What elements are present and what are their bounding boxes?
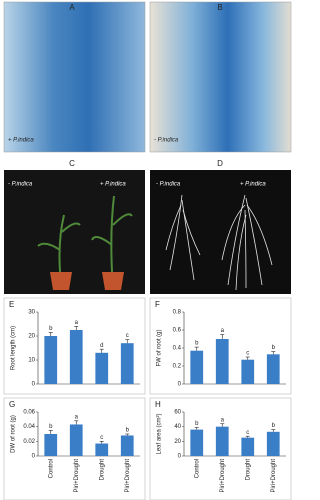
significance-letter: a [75, 320, 79, 326]
significance-letter: b [49, 424, 53, 430]
bar [190, 429, 204, 456]
photo-label: + P.indica [240, 182, 266, 188]
y-axis-label: DW of root (g) [11, 415, 17, 453]
significance-letter: b [49, 326, 53, 332]
micrograph [149, 1, 292, 153]
panel-letter: D [217, 159, 223, 168]
panel-letter: E [9, 300, 14, 309]
y-axis-label: FW of root (g) [157, 329, 163, 366]
y-axis-label: Leaf area (cm²) [157, 413, 163, 454]
plant-photo [4, 170, 145, 294]
significance-letter: b [195, 421, 199, 427]
bar [44, 434, 58, 456]
bar [215, 339, 229, 384]
chart-frame [149, 297, 292, 395]
y-tick-label: 0 [32, 454, 36, 460]
x-tick-label: Control [48, 459, 54, 478]
plants [37, 195, 133, 273]
panel-letter: G [9, 400, 15, 409]
x-tick-label: Piri+Drought [271, 459, 277, 493]
y-axis-label: Root length (cm) [11, 326, 17, 370]
root-photo [150, 170, 291, 294]
photo-label: - P.indica [8, 182, 33, 188]
y-tick-label: 0 [32, 382, 36, 388]
bar [215, 426, 229, 456]
bar [241, 437, 255, 456]
significance-letter: c [246, 430, 249, 436]
y-tick-label: 20 [28, 334, 35, 340]
x-tick-label: Drought [99, 459, 105, 481]
roots [165, 194, 273, 291]
significance-letter: c [100, 435, 103, 441]
y-tick-label: 0.06 [23, 410, 35, 416]
x-tick-label: Control [194, 459, 200, 478]
y-tick-label: 0 [178, 454, 182, 460]
bar [190, 350, 204, 384]
y-tick-label: 60 [174, 410, 181, 416]
significance-letter: b [195, 341, 199, 347]
micrograph [3, 1, 146, 153]
figure: A + P.indica B - P.indica C - P.indica +… [3, 1, 292, 500]
y-tick-label: 20 [174, 439, 181, 445]
panel-letter: H [155, 400, 161, 409]
y-tick-label: 0.8 [173, 310, 182, 316]
significance-letter: b [272, 423, 276, 429]
photo-label: + P.indica [8, 138, 34, 144]
y-tick-label: 0 [178, 382, 182, 388]
significance-letter: a [221, 328, 225, 334]
photo-label: - P.indica [154, 138, 179, 144]
y-tick-label: 30 [28, 310, 35, 316]
bar [266, 354, 280, 384]
pot [102, 272, 124, 290]
panel-letter: F [155, 300, 160, 309]
significance-letter: d [100, 343, 103, 349]
significance-letter: b [272, 345, 276, 351]
bar [69, 330, 83, 384]
photo-label: - P.indica [156, 182, 181, 188]
photo-label: + P.indica [100, 182, 126, 188]
bar [266, 431, 280, 456]
significance-letter: c [246, 351, 249, 357]
chart-frame [149, 397, 292, 500]
chart-frame [3, 397, 146, 500]
panel-letter: C [69, 159, 75, 168]
significance-letter: a [75, 414, 79, 420]
chart-frame [3, 297, 146, 395]
y-tick-label: 40 [174, 424, 181, 430]
bar [44, 336, 58, 384]
y-tick-label: 0.4 [173, 346, 182, 352]
pot [50, 272, 72, 290]
panel-letter: B [217, 3, 222, 12]
significance-letter: a [221, 417, 225, 423]
y-tick-label: 0.02 [23, 439, 35, 445]
x-tick-label: Piri+Drought [74, 459, 80, 493]
panel-letter: A [69, 3, 75, 12]
x-tick-label: Drought [245, 459, 251, 481]
y-tick-label: 0.2 [173, 364, 182, 370]
bar [95, 352, 109, 384]
bar [69, 424, 83, 456]
bar [95, 443, 109, 456]
bar [241, 359, 255, 384]
x-tick-label: Piri+Drought [220, 459, 226, 493]
x-tick-label: Piri+Drought [125, 459, 131, 493]
y-tick-label: 10 [28, 358, 35, 364]
significance-letter: b [126, 428, 130, 434]
y-tick-label: 0.04 [23, 424, 35, 430]
significance-letter: c [126, 333, 129, 339]
y-tick-label: 0.6 [173, 328, 182, 334]
bar [120, 343, 134, 384]
bar [120, 435, 134, 456]
